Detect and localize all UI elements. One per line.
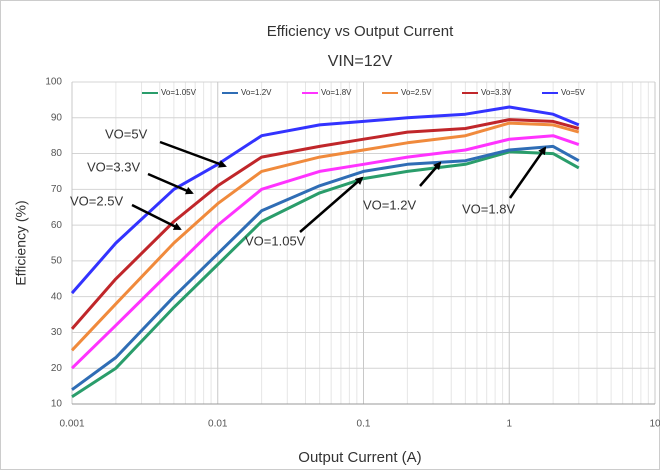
annotation-arrow [159,140,227,168]
annotation-arrow [131,203,182,231]
x-tick-label: 0.001 [59,419,84,430]
y-tick-label: 30 [51,327,63,338]
series-line [70,121,580,352]
legend-label: Vo=5V [561,88,585,97]
chart-subtitle: VIN=12V [328,53,393,70]
annotation-label: VO=1.8V [462,201,515,216]
x-tick-label: 10 [649,419,660,430]
x-axis-label: Output Current (A) [298,449,421,466]
x-tick-label: 0.1 [357,419,371,430]
annotation-label: VO=1.2V [363,197,416,212]
x-tick-label: 1 [506,419,512,430]
y-tick-label: 10 [51,399,63,410]
annotation-label: VO=3.3V [87,159,140,174]
annotation-arrow [147,172,194,195]
series-line [70,105,580,295]
series-line [71,144,580,391]
y-tick-label: 20 [51,363,63,374]
legend-label: Vo=1.05V [161,88,197,97]
series-line [71,150,580,399]
chart-title: Efficiency vs Output Current [267,23,454,40]
annotation-arrow [299,176,364,233]
y-tick-label: 90 [51,112,63,123]
y-tick-label: 70 [51,184,63,195]
annotation-label: VO=2.5V [70,193,123,208]
annotation-arrow [419,161,442,187]
legend-label: Vo=2.5V [401,88,432,97]
y-tick-label: 60 [51,220,63,231]
legend-label: Vo=1.2V [241,88,272,97]
y-tick-label: 50 [51,256,63,267]
y-tick-label: 100 [45,77,62,88]
series-line [70,118,580,330]
annotation-arrow [508,146,547,199]
x-tick-label: 0.01 [208,419,228,430]
y-tick-label: 80 [51,148,63,159]
y-tick-label: 40 [51,291,63,302]
series-line [70,134,580,370]
legend-label: Vo=1.8V [321,88,352,97]
annotation-label: VO=1.05V [245,233,306,248]
annotation-label: VO=5V [105,126,148,141]
y-axis-label: Efficiency (%) [13,200,29,285]
legend-label: Vo=3.3V [481,88,512,97]
